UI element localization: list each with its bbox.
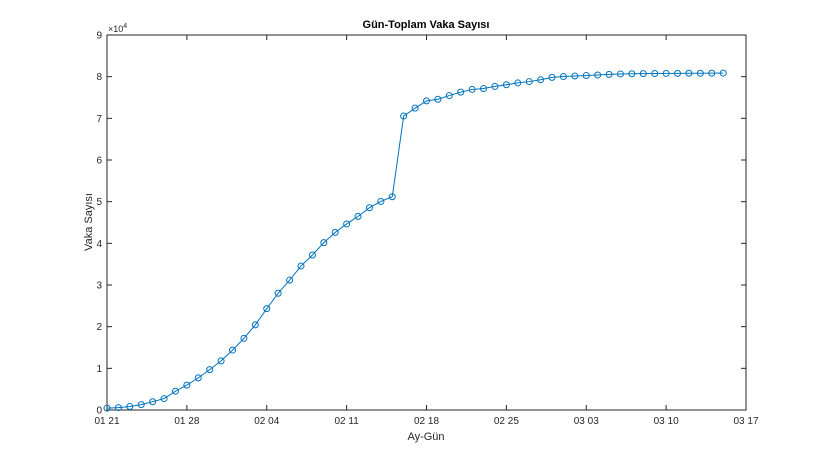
x-tick-label: 02 04 — [254, 416, 279, 427]
data-point-marker — [480, 85, 488, 93]
data-point-marker — [229, 346, 237, 354]
data-point-marker — [674, 69, 682, 77]
y-tick-label: 7 — [96, 114, 102, 125]
x-axis: 01 21 01 28 02 04 02 11 02 18 02 25 03 03 03 10… — [94, 35, 759, 427]
data-point-marker — [251, 321, 259, 329]
x-axis-label: Ay-Gün — [407, 431, 444, 443]
data-point-marker — [582, 72, 590, 80]
data-point-marker — [149, 398, 157, 406]
data-point-marker — [286, 276, 294, 284]
data-point-marker — [571, 72, 579, 80]
x-tick-label: 01 21 — [94, 416, 119, 427]
y-tick-label: 1 — [96, 364, 102, 375]
y-tick-label: 0 — [96, 406, 102, 417]
data-point-marker — [137, 401, 145, 409]
data-point-marker — [616, 70, 624, 78]
data-point-marker — [183, 381, 191, 389]
data-point-marker — [662, 69, 670, 77]
chart-title: Gün-Toplam Vaka Sayısı — [363, 19, 490, 31]
data-point-marker — [126, 403, 134, 411]
data-point-marker — [696, 69, 704, 77]
data-point-marker — [354, 212, 362, 220]
data-point-marker — [365, 204, 373, 212]
y-tick-label: 8 — [96, 72, 102, 83]
data-point-marker — [605, 70, 613, 78]
data-point-marker — [423, 97, 430, 105]
data-point-marker — [308, 251, 316, 259]
y-tick-label: 2 — [96, 322, 102, 333]
x-tick-label: 03 10 — [654, 416, 679, 427]
data-point-marker — [468, 85, 476, 93]
data-point-marker — [274, 289, 282, 297]
data-point-marker — [114, 404, 122, 412]
data-point-marker — [263, 305, 271, 313]
data-point-marker — [411, 104, 419, 112]
y-tick-label: 6 — [96, 156, 102, 167]
data-point-marker — [377, 197, 385, 205]
data-point-marker — [160, 395, 168, 403]
x-tick-label: 01 28 — [174, 416, 199, 427]
data-point-marker — [343, 220, 351, 228]
data-point-marker — [559, 73, 567, 81]
x-tick-label: 02 11 — [334, 416, 359, 427]
data-point-marker — [514, 79, 522, 87]
data-point-marker — [103, 404, 111, 412]
data-point-marker — [537, 76, 545, 84]
x-tick-label: 03 17 — [733, 416, 758, 427]
y-tick-label: 3 — [96, 281, 102, 292]
data-series — [103, 69, 727, 412]
y-tick-label: 5 — [96, 197, 102, 208]
x-tick-label: 02 25 — [494, 416, 519, 427]
data-point-marker — [457, 88, 465, 96]
data-point-marker — [719, 69, 727, 77]
data-point-marker — [400, 112, 408, 120]
data-point-marker — [651, 70, 659, 78]
data-point-marker — [708, 69, 716, 77]
y-exponent-label: ×104 — [108, 23, 127, 34]
x-tick-label: 02 18 — [414, 416, 439, 427]
data-point-marker — [240, 334, 248, 342]
data-point-marker — [320, 239, 328, 247]
x-tick-label: 03 03 — [574, 416, 599, 427]
data-point-marker — [297, 262, 305, 270]
data-point-marker — [434, 95, 442, 103]
data-point-marker — [206, 366, 214, 374]
data-point-marker — [525, 78, 533, 86]
data-point-marker — [194, 374, 202, 382]
data-point-marker — [171, 387, 179, 395]
data-point-marker — [628, 70, 636, 78]
y-axis: 0 1 2 3 4 5 6 7 8 9 — [96, 31, 746, 417]
data-point-marker — [331, 228, 339, 236]
data-point-marker — [491, 82, 499, 90]
data-point-marker — [217, 357, 225, 365]
data-point-marker — [502, 81, 510, 89]
data-point-marker — [685, 69, 693, 77]
data-point-marker — [639, 70, 647, 78]
y-axis-label: Vaka Sayısı — [83, 193, 95, 251]
y-tick-label: 9 — [96, 31, 102, 42]
data-point-marker — [594, 71, 602, 79]
plot-area — [106, 34, 747, 411]
data-point-marker — [388, 193, 396, 201]
y-tick-label: 4 — [96, 239, 102, 250]
data-point-marker — [445, 92, 453, 100]
data-point-marker — [548, 73, 556, 81]
